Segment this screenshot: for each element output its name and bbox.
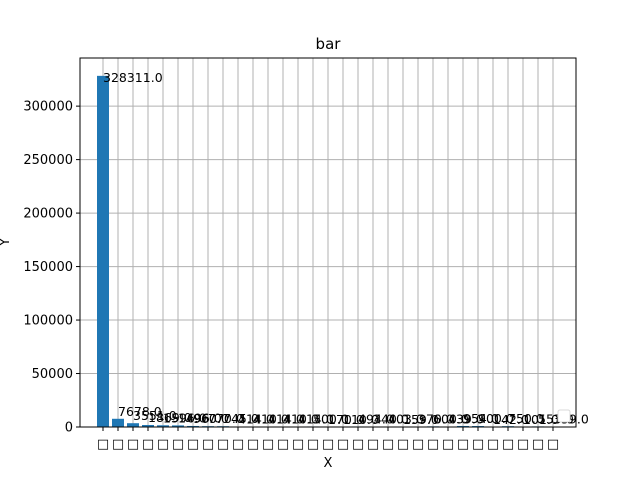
x-tick-label: □: [517, 437, 529, 452]
data-label: 1869.0: [148, 410, 192, 425]
x-tick-label: □: [292, 437, 304, 452]
x-tick-label: □: [337, 437, 349, 452]
x-tick-label: □: [232, 437, 244, 452]
x-tick-label: □: [382, 437, 394, 452]
data-label: 142.0: [493, 412, 529, 427]
bar: [157, 425, 169, 427]
data-label: 414.0: [298, 412, 334, 427]
x-tick-label: □: [112, 437, 124, 452]
legend-box: [557, 409, 571, 423]
data-label: 410.0: [253, 412, 289, 427]
bar: [97, 75, 109, 427]
x-tick-label: □: [427, 437, 439, 452]
x-tick-label: □: [412, 437, 424, 452]
data-label: 770.0: [208, 411, 244, 426]
bar: [142, 425, 154, 427]
x-tick-label: □: [247, 437, 259, 452]
data-label: 110.0: [343, 412, 379, 427]
x-tick-label: □: [157, 437, 169, 452]
x-tick-label: □: [397, 437, 409, 452]
x-tick-label: □: [172, 437, 184, 452]
data-label: 328311.0: [103, 70, 163, 85]
bar: [112, 418, 124, 427]
bar: [172, 425, 184, 427]
y-tick-label: 300000: [23, 100, 73, 115]
x-tick-label: □: [262, 437, 274, 452]
x-tick-label: □: [277, 437, 289, 452]
x-tick-label: □: [202, 437, 214, 452]
bar: [457, 425, 469, 427]
data-label: 7678.0: [118, 404, 162, 419]
data-label: 410.0: [283, 412, 319, 427]
x-axis-ticks: □ □ □ □ □ □ □ □ □ □ □ □ □ □ □ □ □ □ □ □ □ □ □ □ □ □ □ □ □ □ □: [97, 427, 559, 452]
data-label: 159.0: [403, 412, 439, 427]
x-tick-label: □: [367, 437, 379, 452]
x-tick-label: □: [502, 437, 514, 452]
x-tick-label: □: [487, 437, 499, 452]
y-tick-label: 200000: [23, 207, 73, 222]
x-tick-label: □: [532, 437, 544, 452]
data-label: 403.0: [388, 412, 424, 427]
x-tick-label: □: [217, 437, 229, 452]
data-label: 500.0: [313, 411, 349, 426]
data-label: 750.0: [508, 411, 544, 426]
data-label: 494.0: [358, 411, 394, 426]
y-tick-label: 0: [65, 421, 73, 436]
x-tick-label: □: [307, 437, 319, 452]
x-axis-title: X: [324, 456, 333, 471]
data-label: 170.0: [328, 412, 364, 427]
data-label: 370.0: [418, 412, 454, 427]
data-label: 414.0: [238, 412, 274, 427]
y-tick-label: 150000: [23, 260, 73, 275]
data-label: 340.0: [373, 412, 409, 427]
y-axis-ticks: 0 50000 100000 150000 200000 250000 300000: [23, 100, 80, 436]
x-tick-label: □: [547, 437, 559, 452]
data-label: 954.0: [463, 411, 499, 426]
data-label: 3551.0: [133, 408, 177, 423]
y-tick-label: 100000: [23, 314, 73, 329]
x-tick-label: □: [457, 437, 469, 452]
x-tick-label: □: [127, 437, 139, 452]
chart-title: bar: [316, 35, 342, 53]
data-label: 960.0: [193, 411, 229, 426]
data-label: 600.0: [433, 411, 469, 426]
data-label: 439.0: [448, 412, 484, 427]
x-tick-label: □: [187, 437, 199, 452]
y-axis-title: Y: [0, 238, 13, 247]
x-tick-label: □: [97, 437, 109, 452]
data-label: 900.0: [478, 411, 514, 426]
y-tick-label: 250000: [23, 153, 73, 168]
grid-lines: [80, 58, 576, 428]
x-tick-label: □: [142, 437, 154, 452]
bar: [187, 425, 199, 427]
y-tick-label: 50000: [32, 367, 73, 382]
data-label: 414.0: [268, 412, 304, 427]
data-label: 745.0: [223, 411, 259, 426]
data-label: 1596.0: [163, 410, 207, 425]
x-tick-label: □: [472, 437, 484, 452]
x-tick-label: □: [322, 437, 334, 452]
x-tick-label: □: [442, 437, 454, 452]
data-label: 101.0: [523, 412, 559, 427]
x-tick-label: □: [352, 437, 364, 452]
bar: [127, 423, 139, 427]
data-labels: 328311.0 7678.03551.01869.01596.01496.096…: [103, 70, 589, 427]
data-label: 1496.0: [178, 410, 222, 425]
